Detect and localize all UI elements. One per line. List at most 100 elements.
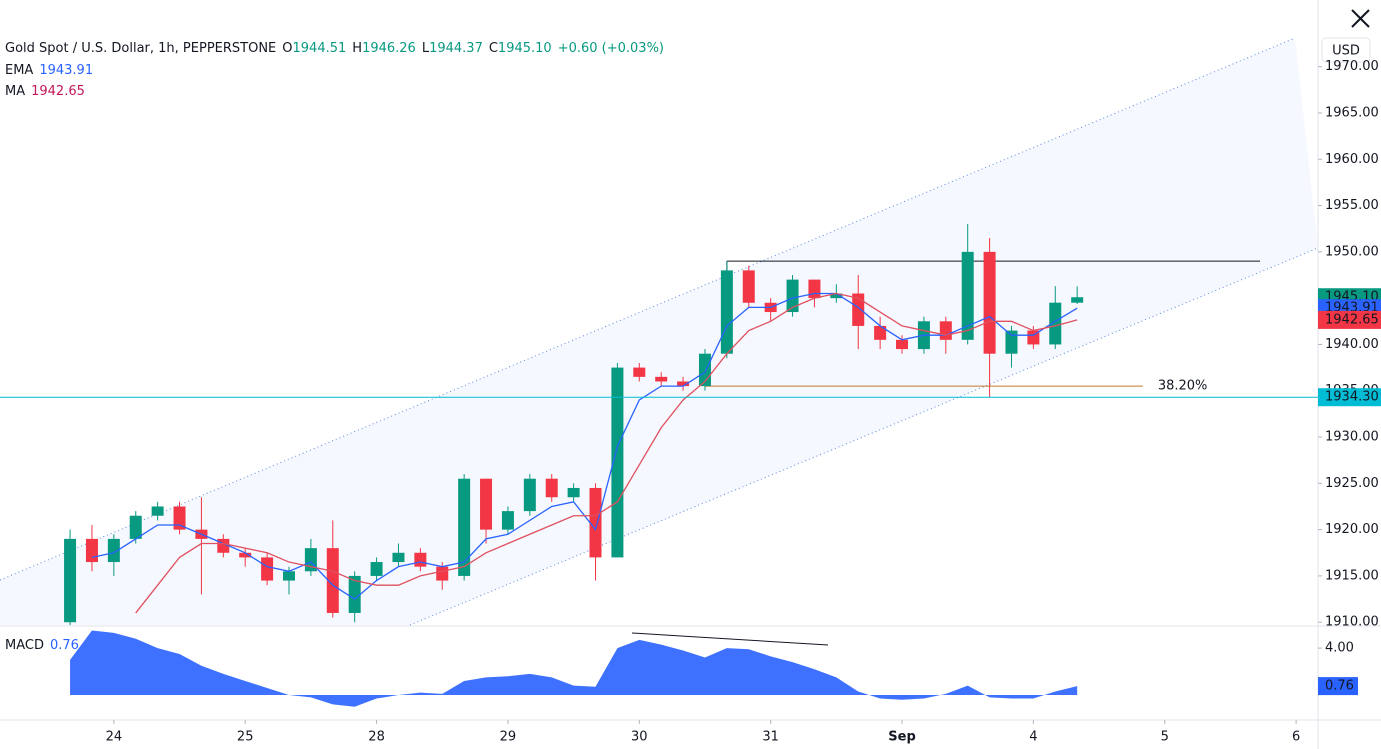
candle-body [830,293,843,299]
candle-body [436,566,449,581]
ohlc-item: C1945.10 [489,41,552,56]
candle-body [414,552,427,567]
x-tick-label: 30 [631,730,648,745]
symbol-title: Gold Spot / U.S. Dollar, 1h, PEPPERSTONE [5,41,277,56]
candle-body [983,251,996,354]
legend-ma: MA 1942.65 [5,84,91,99]
candle-body [282,571,295,581]
candle-body [874,325,887,340]
x-tick-label: 24 [106,730,123,745]
currency-button[interactable] [1321,37,1371,63]
ohlc-key: O [282,41,293,56]
ohlc-item: H1946.26 [352,41,416,56]
x-tick-label: 25 [237,730,254,745]
candle-body [611,367,624,558]
ohlc-value: 1944.37 [429,41,483,56]
y-tick-label: 1950.00 [1325,244,1379,259]
macd-value: 0.76 [49,638,79,653]
candle-body [896,339,909,350]
candle-body [392,552,405,563]
indicator-line [135,292,1078,614]
candle-body [545,478,558,498]
candle-body [173,506,186,530]
ohlc-value: 1945.10 [497,41,552,56]
candle-body [742,270,755,303]
y-tick-label: 1965.00 [1325,105,1379,120]
x-tick-label: Sep [888,730,916,745]
candle-body [85,538,98,563]
candle-body [852,293,865,326]
candle-body [129,515,142,539]
y-tick-label: 1960.00 [1325,152,1379,167]
candle-body [370,562,383,576]
x-tick-label: 4 [1029,730,1037,745]
ohlc-key: C [488,41,498,56]
candle-body [589,487,602,558]
price-badge [1318,388,1381,407]
price-pane [64,224,1084,625]
ema-name: EMA [5,63,34,78]
candle-body [1005,330,1018,354]
price-badge-label: 1942.65 [1325,312,1379,327]
ohlc-item: L1944.37 [422,41,483,56]
candle-body [633,367,646,377]
candle-body [501,511,514,530]
x-tick-label: 29 [500,730,517,745]
x-tick-label: 5 [1161,730,1169,745]
ohlc-value: 1946.26 [362,41,416,56]
y-tick-label: 1910.00 [1325,615,1379,630]
y-tick-label: 1915.00 [1325,568,1379,583]
legend-macd: MACD 0.76 [5,638,85,653]
candle-body [107,538,120,563]
macd-badge [1318,677,1358,696]
candle-body [567,487,580,498]
candle-body [326,548,339,613]
macd-pane [70,630,1078,707]
macd-name: MACD [5,638,44,653]
channel-fill [0,38,1318,625]
candle-body [655,376,668,382]
candle-body [677,381,690,387]
price-badge [1318,310,1381,329]
fib-label: 38.20% [1158,379,1208,394]
legend-main: Gold Spot / U.S. Dollar, 1h, PEPPERSTONE… [5,41,670,56]
candle-body [939,321,952,340]
candle-body [720,270,733,354]
change: +0.60 (+0.03%) [557,41,664,56]
ohlc-value: 1944.51 [292,41,347,56]
y-tick-label: 1920.00 [1325,522,1379,537]
macd-y-tick-label: 4.00 [1325,641,1354,656]
x-tick-label: 31 [762,730,779,745]
candle-body [808,279,821,299]
candle-body [1071,297,1084,303]
y-tick-label: 1970.00 [1325,59,1379,74]
currency: USD [1332,44,1360,59]
y-tick-label: 1940.00 [1325,337,1379,352]
macd-badge-label: 0.76 [1325,679,1354,694]
candle-body [961,251,974,340]
candle-body [151,506,164,516]
x-tick-label: 28 [368,730,385,745]
candle-body [261,557,274,581]
y-tick-label: 1925.00 [1325,476,1379,491]
ohlc-item: O1944.51 [282,41,346,56]
x-tick-label: 6 [1292,730,1300,745]
candle-body [523,478,536,512]
close-icon[interactable] [1351,9,1370,28]
macd-trendline [631,632,829,646]
ma-name: MA [5,84,26,99]
candle-body [239,552,252,558]
candle-body [458,478,471,576]
candle-body [786,279,799,313]
candle-body [480,478,493,530]
ema-value: 1943.91 [39,63,94,78]
candle-body [348,575,361,613]
macd-area [70,630,1078,707]
candle-body [64,538,77,623]
legend-ema: EMA 1943.91 [5,63,99,78]
ma-value: 1942.65 [31,84,85,99]
price-badge-label: 1934.30 [1325,390,1379,405]
y-tick-label: 1955.00 [1325,198,1379,213]
